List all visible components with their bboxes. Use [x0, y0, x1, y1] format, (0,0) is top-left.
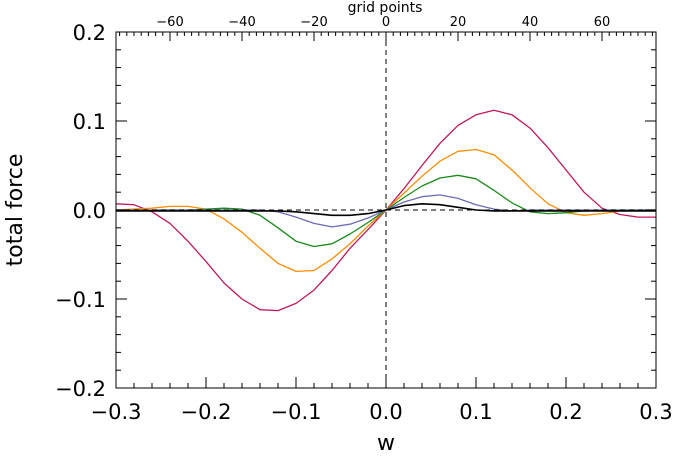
top-tick-label: 20 — [450, 15, 467, 30]
x-tick-label: 0.0 — [369, 400, 402, 424]
top-tick-label: −40 — [228, 15, 255, 30]
x-tick-label: 0.3 — [639, 400, 672, 424]
x-axis-title: w — [377, 431, 395, 456]
top-tick-label: 60 — [594, 15, 611, 30]
axis-ticks — [115, 31, 657, 389]
y-tick-label: −0.1 — [55, 288, 106, 312]
top-tick-label: −20 — [300, 15, 327, 30]
x-tick-label: 0.1 — [459, 400, 492, 424]
y-tick-label: 0.2 — [73, 21, 106, 45]
y-axis-title: total force — [3, 154, 28, 267]
x-tick-label: −0.2 — [181, 400, 232, 424]
top-tick-label: 0 — [382, 15, 390, 30]
y-tick-label: −0.2 — [55, 377, 106, 401]
series-line-blue — [116, 194, 656, 228]
tick-labels: −0.3 −0.2 −0.1 0.0 0.1 0.2 0.3−0.2−0.10.00.10.… — [55, 15, 673, 424]
x-tick-label: −0.3 — [91, 400, 142, 424]
x-tick-label: −0.1 — [271, 400, 322, 424]
x-tick-label: 0.2 — [549, 400, 582, 424]
top-axis-title: grid points — [348, 0, 423, 16]
y-tick-label: 0.1 — [73, 110, 106, 134]
top-tick-label: 40 — [522, 15, 539, 30]
reference-lines — [116, 32, 656, 388]
top-tick-label: −60 — [156, 15, 183, 30]
y-tick-label: 0.0 — [73, 199, 106, 223]
